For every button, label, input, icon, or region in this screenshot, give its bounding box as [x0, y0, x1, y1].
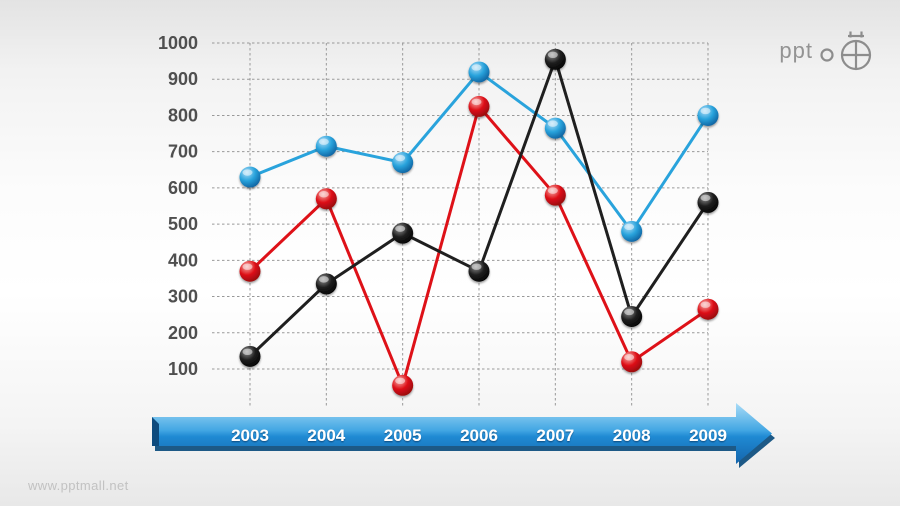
data-point-red-series	[544, 184, 566, 206]
data-point-highlight	[700, 107, 711, 115]
data-point-highlight	[242, 348, 253, 356]
data-point-highlight	[547, 187, 558, 194]
y-axis-tick-label: 800	[168, 105, 198, 125]
data-point-highlight	[471, 64, 482, 71]
data-point-highlight	[547, 51, 558, 58]
timeline-arrow: 2003 2004 2005 2006 2007 2008 2009	[152, 403, 775, 468]
data-point-blue-series	[315, 135, 337, 157]
data-point-blue-series	[697, 104, 719, 126]
data-point-black-series	[239, 345, 261, 367]
data-point-highlight	[624, 223, 635, 231]
data-point-highlight	[700, 301, 711, 308]
x-axis-year-label: 2006	[460, 426, 498, 445]
data-point-red-series	[239, 260, 261, 282]
globe-crosshair-icon	[820, 31, 872, 71]
y-axis-tick-label: 900	[168, 69, 198, 89]
data-point-red-series	[697, 298, 719, 320]
x-axis-year-label: 2005	[384, 426, 422, 445]
x-axis-year-label: 2007	[536, 426, 574, 445]
data-point-highlight	[700, 194, 711, 202]
y-axis-tick-label: 100	[168, 359, 198, 379]
data-point-highlight	[395, 377, 406, 384]
y-axis-tick-label: 400	[168, 250, 198, 270]
data-point-highlight	[547, 120, 558, 127]
y-axis-tick-label: 500	[168, 214, 198, 234]
data-point-highlight	[318, 138, 329, 145]
data-point-red-series	[468, 95, 490, 117]
data-point-blue-series	[544, 117, 566, 139]
x-axis-year-label: 2004	[307, 426, 345, 445]
pptmall-logo: ppt	[779, 28, 878, 74]
y-axis-tick-label: 200	[168, 323, 198, 343]
data-point-red-series	[392, 374, 414, 396]
data-point-highlight	[471, 98, 482, 106]
data-point-black-series	[621, 305, 643, 327]
data-point-highlight	[395, 225, 406, 232]
logo-text: ppt	[779, 38, 813, 63]
watermark: www.pptmall.net	[28, 478, 129, 493]
data-point-red-series	[315, 188, 337, 210]
y-axis-tick-label: 1000	[158, 33, 198, 53]
data-point-black-series	[392, 222, 414, 244]
data-point-black-series	[544, 48, 566, 70]
data-point-highlight	[318, 191, 329, 198]
data-point-highlight	[242, 169, 253, 176]
timeline-arrow-bevel	[152, 417, 159, 446]
data-point-blue-series	[621, 220, 643, 242]
data-point-black-series	[697, 191, 719, 213]
data-point-red-series	[621, 351, 643, 373]
x-axis-year-label: 2008	[613, 426, 651, 445]
data-point-blue-series	[239, 166, 261, 188]
data-point-highlight	[242, 263, 253, 270]
data-point-highlight	[395, 154, 406, 162]
data-point-blue-series	[468, 61, 490, 83]
x-axis-year-label: 2009	[689, 426, 727, 445]
data-point-highlight	[624, 308, 635, 316]
data-point-highlight	[318, 276, 329, 283]
y-axis-tick-label: 300	[168, 287, 198, 307]
y-axis-tick-label: 600	[168, 178, 198, 198]
data-point-highlight	[471, 263, 482, 270]
data-point-black-series	[468, 260, 490, 282]
data-point-blue-series	[392, 152, 414, 174]
timeline-arrow-body	[152, 403, 772, 464]
data-point-black-series	[315, 273, 337, 295]
y-axis-tick-label: 700	[168, 142, 198, 162]
x-axis-year-label: 2003	[231, 426, 269, 445]
data-point-highlight	[624, 354, 635, 361]
